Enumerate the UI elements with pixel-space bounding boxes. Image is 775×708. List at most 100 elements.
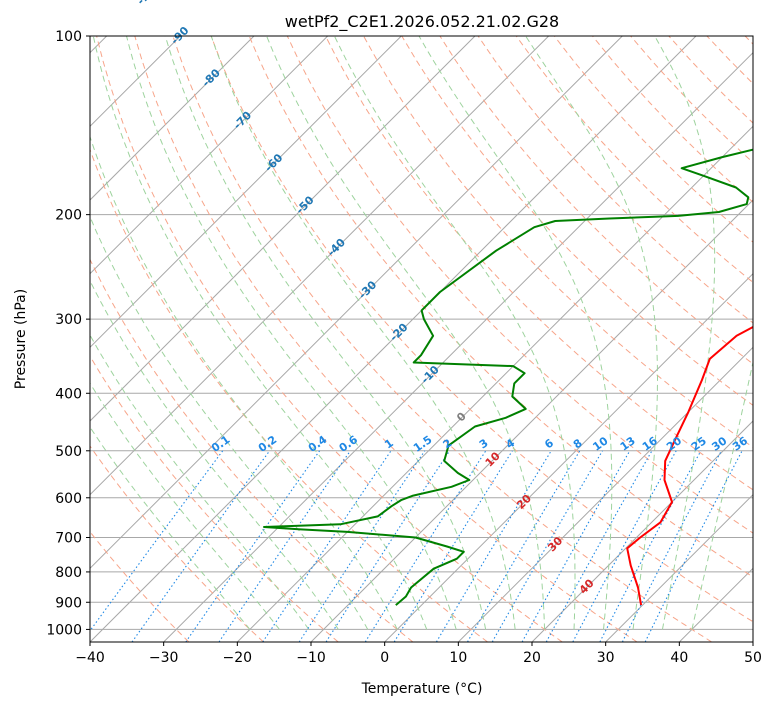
isotherm-gridline — [457, 346, 753, 642]
plot-frame — [89, 35, 754, 643]
x-tick-label: −40 — [75, 650, 105, 666]
moist-adiabat — [90, 426, 251, 630]
x-tick-label: 30 — [597, 650, 615, 666]
isotherm-gridline — [90, 36, 255, 201]
x-tick-label: −30 — [149, 650, 179, 666]
isotherm-gridline — [605, 493, 753, 642]
dry-adiabat — [90, 258, 414, 642]
moist-adiabat — [654, 36, 716, 630]
moist-adiabat — [418, 36, 613, 630]
y-tick-label: 100 — [55, 29, 82, 45]
mixing-ratio-label: 6 — [542, 436, 556, 451]
mixing-ratio-line — [545, 450, 653, 642]
adiabat-label: 10 — [483, 449, 503, 469]
adiabat-label: -100 — [134, 0, 163, 8]
moist-adiabat — [90, 334, 310, 630]
y-tick-label: 500 — [55, 444, 82, 460]
temperature-profile — [626, 325, 753, 606]
y-tick-label: 200 — [55, 208, 82, 224]
x-tick-label: 50 — [744, 650, 762, 666]
isotherm-gridline — [163, 51, 753, 642]
x-tick-label: 20 — [523, 650, 541, 666]
isotherm-gridline — [236, 125, 753, 642]
mixing-ratio-line — [90, 450, 224, 632]
y-tick-label: 1000 — [46, 622, 82, 638]
adiabat-label: -50 — [293, 193, 316, 216]
dry-adiabat — [553, 36, 753, 243]
dry-adiabat — [515, 36, 753, 284]
dry-adiabat — [90, 355, 339, 642]
mixing-ratio-line — [262, 450, 392, 642]
dry-adiabat — [96, 36, 563, 642]
y-tick-label: 300 — [55, 312, 82, 328]
mixing-ratio-label: 3 — [477, 436, 491, 451]
y-tick-label: 900 — [55, 595, 82, 611]
mixing-ratio-label: 0.6 — [337, 433, 361, 455]
dry-adiabat — [439, 36, 753, 365]
adiabat-label: 0 — [454, 410, 469, 425]
isotherm-gridline — [90, 36, 550, 496]
adiabat-label: -40 — [325, 236, 348, 259]
isotherm-gridline — [90, 36, 329, 275]
isotherm-gridline — [90, 36, 402, 349]
chart-title: wetPf2_C2E1.2026.052.21.02.G28 — [285, 12, 559, 32]
y-tick-label: 600 — [55, 491, 82, 507]
mixing-ratio-label: 0.1 — [209, 433, 232, 455]
mixing-ratio-line — [644, 450, 743, 642]
adiabat-label: -70 — [231, 109, 254, 132]
dry-adiabat — [172, 36, 712, 642]
mixing-ratio-line — [521, 450, 631, 642]
mixing-ratio-label: 0.4 — [306, 433, 330, 455]
moist-adiabat — [90, 135, 398, 630]
x-tick-label: −20 — [223, 650, 253, 666]
moist-adiabat — [90, 215, 369, 630]
moist-adiabat — [164, 36, 487, 630]
mixing-ratio-line — [185, 450, 321, 642]
moist-adiabat — [92, 36, 428, 630]
isotherm-gridline — [384, 272, 753, 642]
dewpoint-profile — [263, 148, 753, 606]
moist-adiabat — [126, 36, 457, 630]
y-tick-label: 400 — [55, 386, 82, 402]
mixing-ratio-line — [364, 450, 487, 642]
dry-adiabat — [706, 36, 753, 85]
dry-adiabat — [90, 148, 488, 642]
isotherm-gridline — [90, 36, 623, 570]
dry-adiabat — [744, 36, 753, 45]
isotherm-gridline — [678, 567, 753, 642]
x-tick-label: 10 — [449, 650, 467, 666]
mixing-ratio-line — [131, 450, 271, 642]
isotherm-gridline — [90, 36, 697, 642]
dry-adiabat — [248, 36, 753, 578]
x-tick-label: 0 — [380, 650, 389, 666]
x-tick-label: 40 — [670, 650, 688, 666]
dry-adiabat — [325, 36, 753, 491]
y-axis-label: Pressure (hPa) — [13, 289, 29, 389]
mixing-ratio-line — [298, 450, 426, 642]
mixing-ratio-line — [435, 450, 552, 642]
moist-adiabat — [266, 36, 546, 630]
dry-adiabat — [592, 36, 753, 203]
isotherm-gridline — [90, 36, 476, 422]
adiabat-label: -80 — [200, 66, 223, 89]
moist-adiabat — [333, 36, 576, 630]
dry-adiabat — [668, 36, 753, 124]
mixing-ratio-line — [572, 450, 677, 642]
dry-adiabat — [477, 36, 753, 324]
moist-adiabat — [90, 279, 339, 630]
dry-adiabat — [286, 36, 753, 534]
moist-adiabat — [90, 382, 280, 630]
isotherm-gridline — [310, 199, 753, 642]
moist-adiabat — [210, 36, 516, 630]
x-axis-label: Temperature (°C) — [361, 681, 483, 697]
dry-adiabat — [134, 36, 638, 642]
mixing-ratio-line — [218, 450, 351, 642]
x-tick-label: −10 — [296, 650, 326, 666]
moist-adiabat — [691, 359, 753, 630]
dry-adiabat — [90, 445, 264, 642]
mixing-ratio-line — [325, 450, 451, 642]
isotherm-gridline — [531, 420, 753, 642]
y-tick-label: 800 — [55, 565, 82, 581]
y-tick-label: 700 — [55, 531, 82, 547]
isotherm-gridline — [752, 641, 753, 642]
